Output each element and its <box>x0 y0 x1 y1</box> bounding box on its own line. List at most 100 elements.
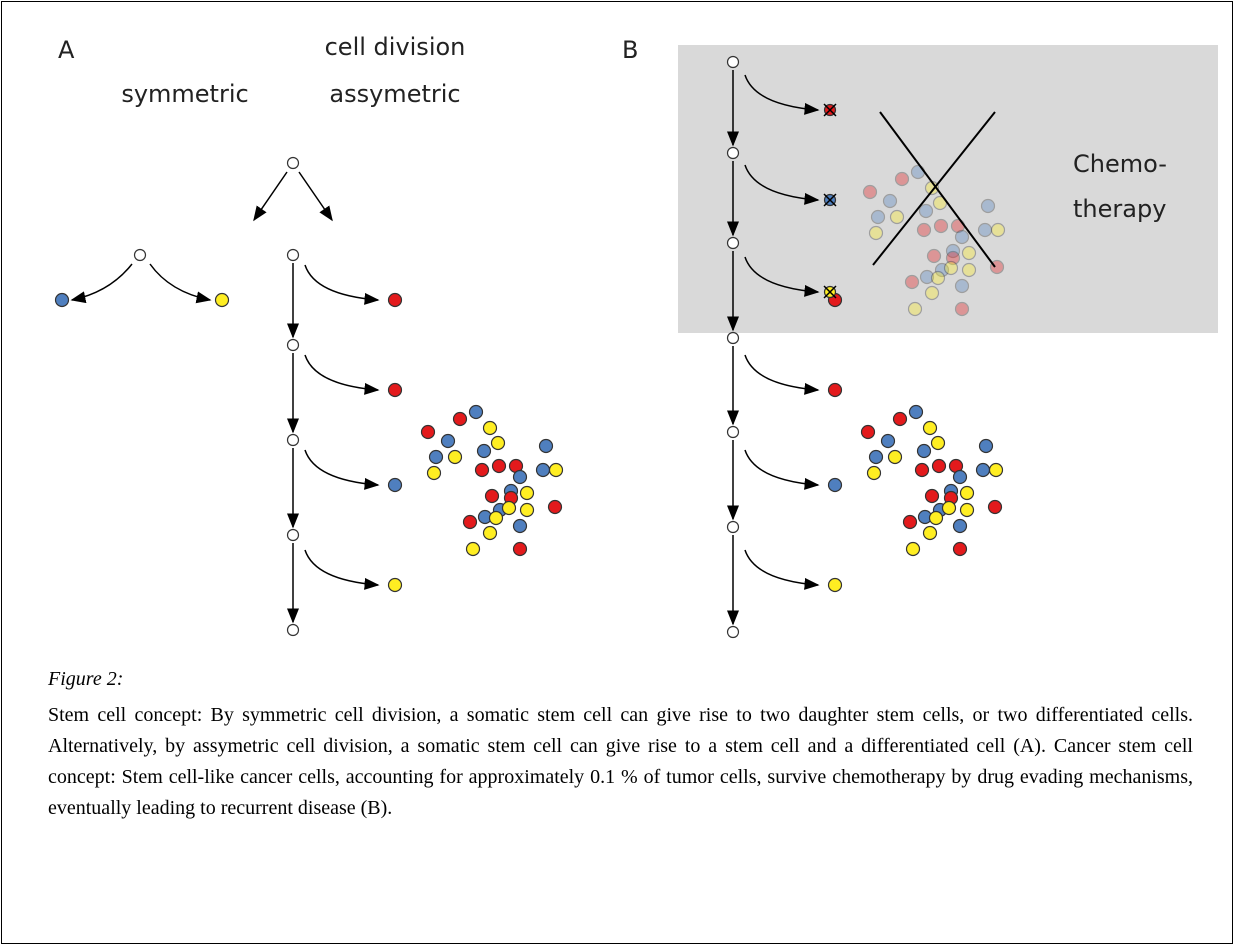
cell <box>907 301 923 317</box>
cell <box>827 577 843 593</box>
arrow <box>304 264 380 305</box>
right-label: assymetric <box>329 80 460 108</box>
cell <box>918 203 934 219</box>
cell <box>887 449 903 465</box>
cell <box>904 274 920 290</box>
cell <box>387 292 403 308</box>
cell <box>428 449 444 465</box>
cell <box>931 458 947 474</box>
cell <box>726 625 740 639</box>
cell <box>910 164 926 180</box>
cell <box>934 262 950 278</box>
cell <box>484 488 500 504</box>
cell <box>512 541 528 557</box>
cell <box>862 184 878 200</box>
arrow <box>253 171 288 222</box>
cell <box>924 488 940 504</box>
cell <box>961 245 977 261</box>
cell <box>286 338 300 352</box>
cell <box>447 449 463 465</box>
cell <box>482 525 498 541</box>
cell <box>476 443 492 459</box>
cell <box>286 433 300 447</box>
cell <box>894 171 910 187</box>
left-label: symmetric <box>121 80 248 108</box>
cell <box>548 462 564 478</box>
cell <box>882 193 898 209</box>
cross <box>872 111 996 268</box>
cell <box>928 510 944 526</box>
cell <box>726 55 740 69</box>
cell <box>908 404 924 420</box>
cell <box>933 218 949 234</box>
cell <box>930 270 946 286</box>
chemo-box <box>678 45 1218 333</box>
arrow <box>70 263 133 304</box>
panel-label: B <box>622 36 638 64</box>
cell <box>975 462 991 478</box>
arrow <box>298 171 333 222</box>
cell <box>943 260 959 276</box>
cell <box>945 250 961 266</box>
cell <box>286 623 300 637</box>
cell <box>880 433 896 449</box>
cell <box>868 449 884 465</box>
cell <box>905 541 921 557</box>
cell <box>827 382 843 398</box>
cells <box>54 55 1006 639</box>
cell <box>914 462 930 478</box>
arrow <box>304 449 380 490</box>
cell <box>924 285 940 301</box>
cell <box>726 236 740 250</box>
cell <box>930 435 946 451</box>
cell <box>519 485 535 501</box>
cell <box>954 229 970 245</box>
cell <box>941 500 957 516</box>
cell <box>978 438 994 454</box>
cell <box>452 411 468 427</box>
cell <box>922 525 938 541</box>
cross <box>823 285 837 299</box>
cell <box>501 500 517 516</box>
cell <box>726 425 740 439</box>
cell <box>902 514 918 530</box>
arrow <box>744 164 820 205</box>
title: cell division <box>325 33 466 61</box>
cell <box>866 465 882 481</box>
caption-label: Figure 2: <box>48 668 124 690</box>
cell <box>465 541 481 557</box>
arrow <box>744 354 820 395</box>
cell <box>535 462 551 478</box>
cell <box>512 518 528 534</box>
cell <box>952 541 968 557</box>
cell <box>440 433 456 449</box>
chemo-text: Chemo- <box>1073 150 1167 178</box>
chemo-text: therapy <box>1073 195 1166 223</box>
cell <box>490 435 506 451</box>
cell <box>286 156 300 170</box>
cross <box>823 193 837 207</box>
arrow <box>149 263 212 304</box>
cell <box>870 209 886 225</box>
cell <box>491 458 507 474</box>
cell <box>547 499 563 515</box>
cell <box>133 248 147 262</box>
arrow <box>304 549 380 590</box>
cell <box>961 262 977 278</box>
cell <box>462 514 478 530</box>
cell <box>959 502 975 518</box>
cell <box>286 528 300 542</box>
arrow <box>304 354 380 395</box>
cell <box>726 146 740 160</box>
cell <box>959 485 975 501</box>
cell <box>926 248 942 264</box>
cell <box>468 404 484 420</box>
diagram: A cell division symmetric assymetric B C… <box>54 33 1218 639</box>
cell <box>952 469 968 485</box>
cell <box>488 510 504 526</box>
cell <box>990 222 1006 238</box>
cell <box>987 499 1003 515</box>
cell <box>426 465 442 481</box>
